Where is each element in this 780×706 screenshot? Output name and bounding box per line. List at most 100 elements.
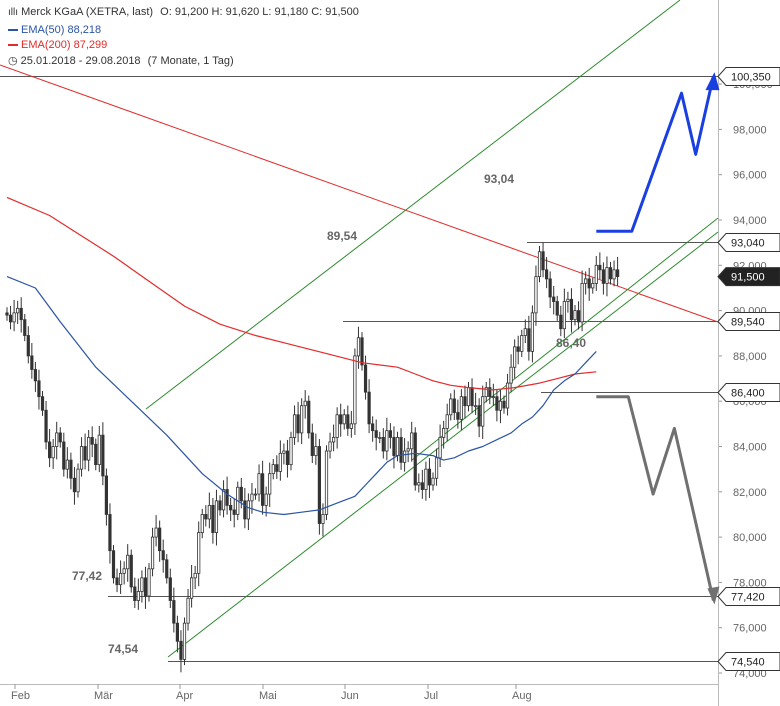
y-tick-label: 98,000 — [733, 124, 767, 136]
candle-body — [513, 346, 517, 368]
candle-body — [349, 423, 353, 429]
candle — [253, 488, 258, 500]
ema200-label: EMA(200) — [21, 39, 71, 51]
candle-body — [530, 312, 535, 352]
candle — [310, 423, 314, 464]
candle-body — [79, 446, 84, 470]
candle — [587, 267, 591, 301]
candle-body — [119, 572, 123, 586]
candle-body — [481, 396, 485, 427]
candle-body — [94, 443, 98, 466]
candle — [470, 378, 474, 414]
candle — [410, 421, 414, 462]
candle-body — [147, 568, 151, 597]
candle — [328, 432, 332, 459]
candle-body — [534, 276, 538, 314]
candle — [381, 428, 385, 459]
candle-body — [591, 283, 595, 289]
price-tag-label: 93,040 — [731, 238, 765, 250]
candle — [417, 473, 421, 493]
candle-body — [175, 622, 179, 642]
candle — [367, 379, 371, 434]
candle — [541, 242, 545, 278]
candle-body — [232, 509, 236, 515]
candle — [111, 545, 116, 584]
candle-body — [193, 572, 197, 579]
candle-body — [477, 405, 481, 427]
candle-body — [445, 414, 449, 429]
candle-body — [356, 337, 361, 357]
level-price-tag: 100,350 — [717, 67, 780, 86]
candle — [477, 398, 481, 438]
candle-body — [438, 437, 442, 459]
candle-body — [335, 414, 339, 438]
candle — [385, 417, 389, 461]
level-price-tag: 93,040 — [717, 233, 780, 252]
candle-body — [104, 475, 108, 515]
candle-body — [374, 430, 378, 438]
candle-body — [346, 414, 350, 429]
candle — [399, 428, 403, 470]
candle — [44, 400, 48, 450]
candle — [598, 252, 602, 280]
candle — [491, 383, 495, 406]
y-tick-label: 80,000 — [733, 532, 767, 544]
candle-body — [260, 473, 265, 506]
candle — [186, 588, 190, 631]
candle — [26, 326, 30, 364]
candle-body — [417, 482, 421, 486]
candle — [374, 419, 378, 451]
candle — [463, 385, 467, 419]
candle-body — [204, 514, 208, 520]
candle-body — [395, 437, 400, 456]
candle — [51, 439, 55, 469]
candle-body — [427, 468, 432, 486]
candle-body — [275, 464, 279, 472]
candle — [594, 256, 598, 291]
resistance-trendline — [0, 64, 719, 323]
candle-body — [129, 554, 133, 588]
chart-header-title: ıllı Merck KGaA (XETRA, last) O: 91,200 … — [8, 6, 359, 18]
level-annotation: 77,42 — [72, 569, 102, 583]
candle-body — [197, 532, 201, 574]
x-tick-label: Apr — [176, 690, 193, 702]
candle-body — [491, 396, 495, 399]
candle-body — [285, 450, 290, 466]
candle-body — [58, 432, 62, 443]
candle-body — [339, 414, 343, 425]
candle-body — [44, 409, 48, 443]
ema50-value: 88,218 — [67, 24, 102, 36]
candle-body — [608, 267, 613, 280]
candle-body — [5, 312, 9, 316]
candle-body — [97, 434, 101, 466]
candle-body — [101, 434, 105, 477]
candle — [150, 527, 155, 577]
candle-body — [562, 301, 566, 330]
price-tag-label: 89,540 — [731, 317, 765, 329]
candle-body — [576, 310, 581, 323]
candle — [452, 389, 456, 420]
candle-body — [484, 387, 488, 398]
candle — [275, 455, 279, 479]
candle — [87, 429, 91, 472]
candle-body — [569, 298, 574, 321]
candle — [307, 395, 311, 439]
candle — [115, 568, 119, 593]
candle-body — [40, 396, 45, 411]
candle-body — [566, 298, 570, 302]
candle-body — [271, 464, 275, 475]
candle — [292, 405, 297, 445]
ema50-label: EMA(50) — [21, 24, 65, 36]
candle — [243, 487, 247, 529]
candle — [40, 391, 45, 416]
candle-body — [321, 514, 325, 524]
candle-body — [456, 412, 460, 420]
candle-body — [601, 269, 606, 284]
candle-body — [133, 586, 137, 601]
candle-body — [420, 482, 424, 490]
candle-body — [207, 504, 211, 520]
candle — [101, 422, 105, 486]
candle — [545, 256, 549, 289]
candle — [360, 332, 364, 371]
